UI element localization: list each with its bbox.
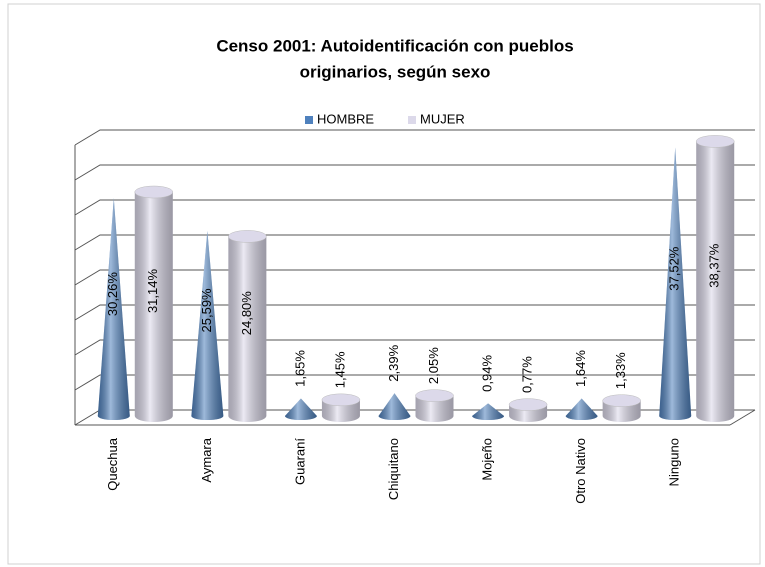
x-tick-label: Chiquitano [386, 438, 401, 500]
grid-line [74, 164, 755, 181]
cone [191, 230, 224, 420]
value-label: 0,77% [520, 356, 535, 393]
cylinder [321, 393, 361, 422]
grid-line [74, 199, 755, 216]
x-tick-label: Guaraní [292, 438, 307, 485]
value-label: 37,52% [667, 246, 682, 291]
cylinder [415, 389, 454, 422]
value-label: 30,26% [105, 272, 120, 317]
floor-edge [729, 409, 756, 426]
cylinder [134, 185, 174, 422]
x-tick-label: Mojeño [480, 438, 495, 481]
value-label: 1,65% [292, 350, 307, 387]
cone [565, 398, 598, 420]
x-tick-label: Quechua [105, 437, 120, 491]
value-label: 0,94% [480, 355, 495, 392]
value-label: 31,14% [145, 269, 160, 314]
chart-title: Censo 2001: Autoidentificación con puebl… [216, 36, 573, 55]
chart-title: originarios, según sexo [300, 62, 491, 81]
legend-label: HOMBRE [317, 111, 374, 126]
value-label: 24,80% [239, 291, 254, 336]
cylinder [508, 398, 548, 422]
x-tick-label: Aymara [199, 437, 214, 482]
value-label: 38,37% [707, 243, 722, 288]
value-label: 1,64% [573, 350, 588, 387]
x-tick-label: Ninguno [667, 438, 682, 486]
cone [97, 198, 130, 420]
value-label: 25,59% [199, 288, 214, 333]
cylinder [228, 230, 267, 422]
cone [472, 403, 505, 420]
grid-line [74, 304, 755, 321]
cone [378, 393, 411, 420]
legend-label: MUJER [420, 111, 465, 126]
cylinder [602, 394, 641, 422]
grid-line [74, 269, 755, 286]
grid-line [74, 339, 755, 356]
value-label: 1,33% [613, 352, 628, 389]
grid-line [74, 374, 755, 391]
legend-swatch [305, 116, 313, 124]
chart-frame [7, 3, 761, 565]
legend-swatch [408, 116, 416, 124]
cylinder [695, 135, 735, 422]
value-label: 1,45% [332, 351, 347, 388]
x-tick-label: Otro Nativo [573, 438, 588, 504]
value-label: 2,39% [386, 344, 401, 381]
value-label: 2,05% [426, 347, 441, 384]
cone [284, 398, 317, 420]
cone [659, 147, 692, 421]
grid-line [74, 129, 755, 146]
grid-line [74, 234, 755, 251]
